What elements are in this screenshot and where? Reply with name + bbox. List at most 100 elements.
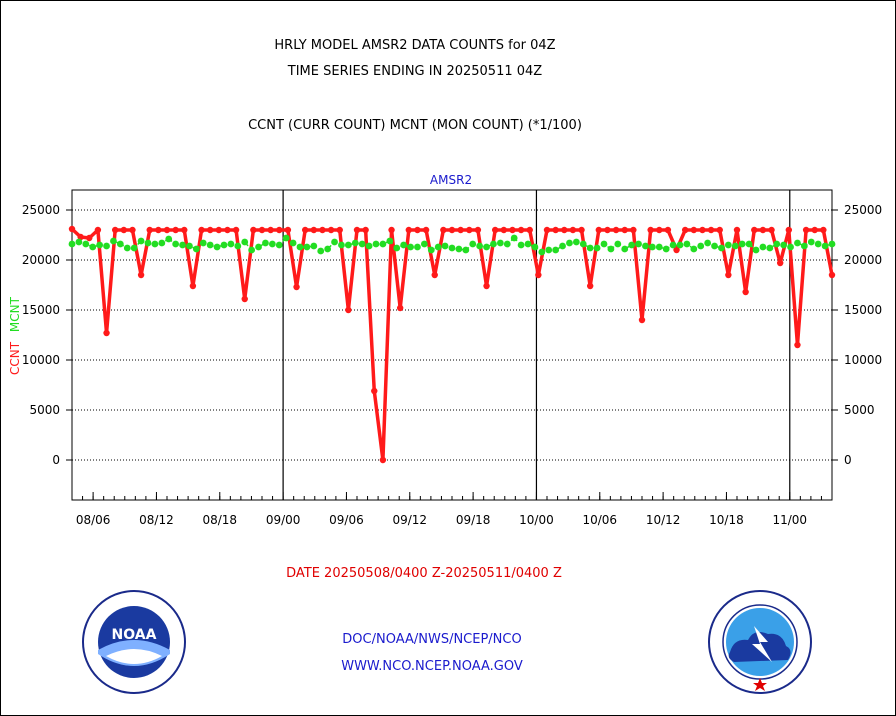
- x-tick-label: 10/18: [709, 513, 744, 527]
- mcnt-point: [745, 240, 753, 248]
- y-tick-label-right: 20000: [844, 253, 882, 267]
- mcnt-point: [103, 242, 110, 250]
- ccnt-point: [517, 226, 525, 234]
- ccnt-point: [301, 226, 309, 234]
- ccnt-point: [422, 226, 430, 234]
- mcnt-point: [828, 240, 836, 248]
- mcnt-point: [255, 243, 262, 251]
- mcnt-point: [89, 243, 97, 251]
- mcnt-point: [158, 239, 166, 247]
- mcnt-point: [572, 238, 580, 246]
- ccnt-point: [569, 226, 577, 234]
- y-tick-label-right: 25000: [844, 203, 882, 217]
- mcnt-point: [427, 246, 435, 254]
- mcnt-point: [213, 243, 221, 251]
- mcnt-point: [289, 239, 297, 247]
- y-tick-label-right: 15000: [844, 303, 882, 317]
- ccnt-point: [742, 288, 749, 296]
- mcnt-point: [814, 240, 822, 248]
- mcnt-point: [275, 241, 283, 249]
- mcnt-point: [179, 241, 186, 249]
- ccnt-point: [258, 226, 266, 234]
- mcnt-point: [724, 241, 732, 249]
- mcnt-point: [372, 240, 380, 248]
- mcnt-point: [296, 243, 304, 251]
- org-line-2: WWW.NCO.NCEP.NOAA.GOV: [341, 659, 523, 674]
- ccnt-point: [647, 226, 654, 234]
- mcnt-point: [96, 241, 104, 249]
- mcnt-point: [662, 245, 670, 253]
- ccnt-point: [733, 226, 741, 234]
- mcnt-point: [711, 242, 718, 250]
- mcnt-point: [199, 239, 207, 247]
- mcnt-point: [635, 240, 642, 248]
- plot-title: AMSR2: [430, 173, 472, 187]
- ccnt-point: [725, 271, 732, 279]
- ccnt-point: [319, 226, 326, 234]
- y-label-ccnt: CCNT: [8, 341, 22, 375]
- mcnt-point: [324, 245, 332, 253]
- mcnt-point: [310, 242, 318, 250]
- ccnt-point: [491, 226, 499, 234]
- ccnt-point: [561, 226, 568, 234]
- mcnt-point: [338, 241, 345, 249]
- mcnt-point: [731, 242, 739, 250]
- y-tick-label-right: 10000: [844, 353, 882, 367]
- mcnt-point: [531, 243, 539, 251]
- mcnt-point: [538, 248, 546, 256]
- mcnt-point: [614, 240, 622, 248]
- mcnt-point: [151, 240, 159, 248]
- mcnt-point: [586, 244, 594, 252]
- mcnt-point: [669, 241, 677, 249]
- mcnt-point: [358, 240, 366, 248]
- ccnt-point: [414, 226, 421, 234]
- ccnt-line: [70, 227, 834, 462]
- mcnt-point: [130, 244, 138, 252]
- axes: [66, 189, 838, 501]
- mcnt-point: [68, 240, 76, 248]
- ccnt-point: [345, 306, 352, 314]
- x-tick-label: 10/06: [582, 513, 617, 527]
- mcnt-point: [676, 241, 684, 249]
- ccnt-point: [198, 226, 205, 234]
- mcnt-point: [821, 242, 829, 250]
- mcnt-point: [496, 239, 504, 247]
- mcnt-point: [110, 237, 117, 245]
- ccnt-point: [630, 226, 637, 234]
- chart-title-line2: TIME SERIES ENDING IN 20250511 04Z: [287, 64, 543, 79]
- ccnt-point: [681, 226, 689, 234]
- noaa-logo-text: NOAA: [112, 627, 157, 643]
- ccnt-point: [656, 226, 663, 234]
- ccnt-point: [232, 226, 240, 234]
- ccnt-point: [543, 226, 551, 234]
- mcnt-point: [621, 245, 629, 253]
- tick-labels: 0 0 5000 5000 10000 10000 15000 15000 20000 20000…: [22, 203, 882, 527]
- ccnt-point: [111, 226, 119, 234]
- ccnt-point: [362, 226, 369, 234]
- y-tick-label-left: 25000: [22, 203, 60, 217]
- mcnt-point: [642, 242, 649, 250]
- mcnt-point: [414, 243, 421, 251]
- ccnt-point: [224, 226, 231, 234]
- mcnt-point: [234, 242, 242, 250]
- mcnt-point: [510, 234, 518, 242]
- ccnt-point: [776, 259, 784, 267]
- ccnt-point: [690, 226, 698, 234]
- ccnt-point: [621, 226, 628, 234]
- mcnt-point: [552, 246, 560, 254]
- y-tick-label-left: 20000: [22, 253, 60, 267]
- mcnt-point: [794, 239, 801, 247]
- mcnt-point: [262, 239, 269, 247]
- ccnt-point: [785, 226, 793, 234]
- mcnt-point: [704, 239, 712, 247]
- mcnt-point: [455, 245, 463, 253]
- mcnt-point: [697, 242, 705, 250]
- mcnt-point: [420, 240, 428, 248]
- mcnt-point: [144, 239, 152, 247]
- mcnt-point: [116, 240, 124, 248]
- nws-logo-icon: [708, 590, 812, 694]
- ccnt-point: [215, 226, 223, 234]
- ccnt-point: [612, 226, 620, 234]
- ccnt-point: [552, 226, 559, 234]
- mcnt-point: [331, 238, 338, 246]
